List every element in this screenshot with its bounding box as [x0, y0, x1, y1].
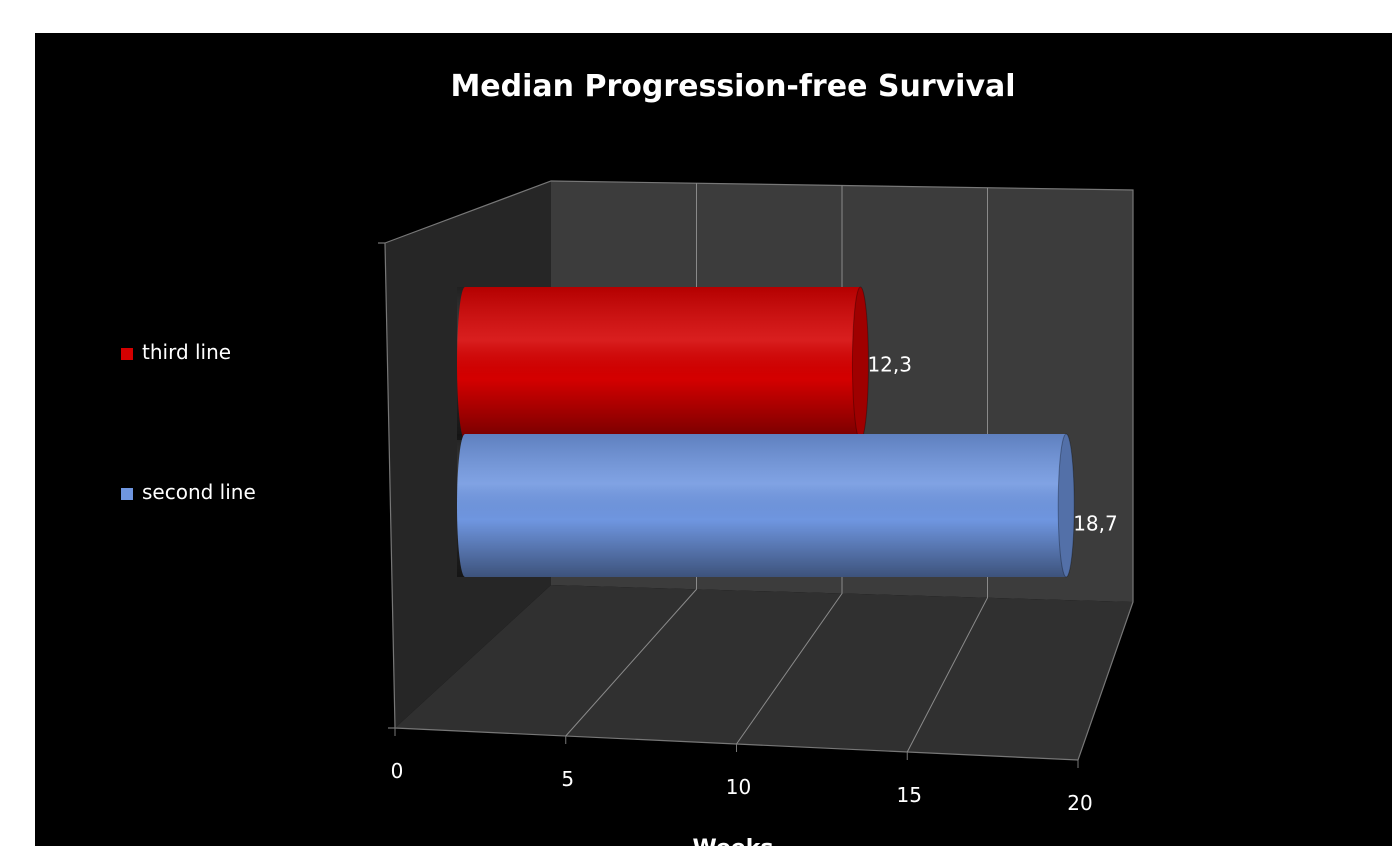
data-label: 18,7	[1073, 512, 1118, 536]
x-tick-label: 0	[391, 759, 404, 783]
data-label: 12,3	[867, 353, 912, 377]
legend-swatch	[121, 488, 133, 500]
x-tick-label: 20	[1067, 791, 1092, 815]
bar-shade	[457, 287, 861, 440]
bar	[457, 286, 869, 441]
x-tick-label: 10	[726, 775, 751, 799]
bar-shade	[457, 434, 1067, 577]
legend-label: second line	[142, 480, 256, 504]
x-tick-label: 5	[561, 767, 574, 791]
bar	[457, 433, 1075, 578]
floor	[395, 585, 1133, 760]
bar-end-shade	[1058, 434, 1075, 577]
grid-line	[906, 187, 988, 753]
x-tick-label: 15	[897, 783, 922, 807]
chart-title: Median Progression-free Survival	[450, 69, 1015, 104]
legend-swatch	[121, 348, 133, 360]
x-axis-title: Weeks	[692, 836, 773, 846]
legend-label: third line	[142, 340, 231, 364]
bar-end	[1057, 433, 1075, 578]
bar-end-shade	[852, 287, 869, 440]
